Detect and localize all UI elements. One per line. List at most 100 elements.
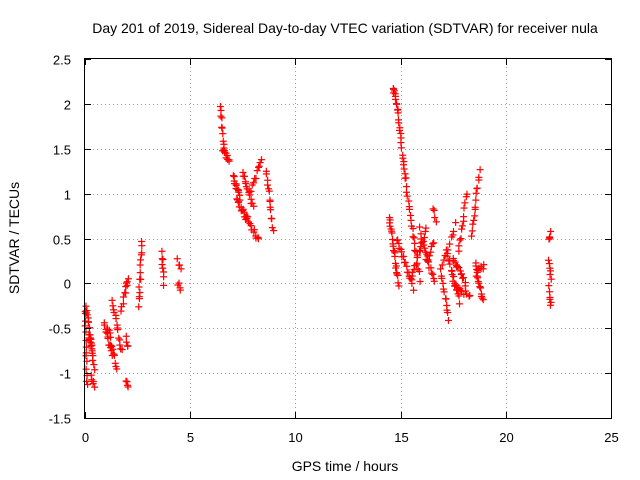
x-tick-label: 0 xyxy=(82,430,89,445)
data-point xyxy=(401,259,409,267)
y-tick-label: 2 xyxy=(64,98,71,113)
data-point xyxy=(472,189,480,197)
data-point xyxy=(455,292,463,300)
data-point xyxy=(392,95,400,103)
data-point xyxy=(463,190,471,198)
data-point xyxy=(392,264,400,272)
data-point xyxy=(411,239,419,247)
data-point xyxy=(268,215,276,223)
data-point xyxy=(458,225,466,233)
data-point xyxy=(395,126,403,134)
x-tick-label: 25 xyxy=(604,430,618,445)
data-point xyxy=(253,167,261,175)
data-point xyxy=(438,261,446,269)
data-point xyxy=(454,262,462,270)
y-tick-label: 1.5 xyxy=(53,143,71,158)
data-point xyxy=(475,279,483,287)
data-point xyxy=(416,278,424,286)
data-point xyxy=(160,281,168,289)
data-point xyxy=(444,309,452,317)
data-point xyxy=(122,279,130,287)
data-point xyxy=(422,224,430,232)
data-point xyxy=(393,270,401,278)
data-point xyxy=(176,286,184,294)
data-point xyxy=(394,109,402,117)
data-point xyxy=(546,234,554,242)
data-point xyxy=(410,286,418,294)
data-point xyxy=(158,261,166,269)
data-point xyxy=(123,278,131,286)
y-tick-label: 0 xyxy=(64,277,71,292)
data-point xyxy=(115,334,123,342)
data-point xyxy=(422,256,430,264)
data-point xyxy=(118,346,126,354)
data-point xyxy=(440,288,448,296)
data-point xyxy=(255,162,263,170)
data-point xyxy=(89,380,97,388)
data-point xyxy=(444,316,452,324)
data-point xyxy=(440,256,448,264)
data-point xyxy=(116,341,124,349)
data-point xyxy=(465,292,473,300)
data-point xyxy=(457,235,465,243)
y-tick-label: -1.5 xyxy=(49,412,71,427)
data-point xyxy=(430,206,438,214)
data-point xyxy=(469,220,477,228)
data-point xyxy=(124,275,132,283)
data-point xyxy=(108,296,116,304)
data-point xyxy=(160,273,168,281)
data-point xyxy=(417,235,425,243)
plot-frame xyxy=(84,58,612,419)
data-point xyxy=(428,269,436,277)
y-tick-label: -1 xyxy=(59,367,71,382)
data-point xyxy=(216,103,224,111)
data-point xyxy=(473,184,481,192)
data-point xyxy=(480,261,488,269)
data-point xyxy=(119,300,127,308)
data-point xyxy=(458,222,466,230)
data-point xyxy=(461,199,469,207)
data-point xyxy=(122,332,130,340)
chart-title: Day 201 of 2019, Sidereal Day-to-day VTE… xyxy=(92,20,598,36)
data-point xyxy=(456,300,464,308)
data-point xyxy=(104,325,112,333)
data-point xyxy=(124,342,132,350)
data-point xyxy=(111,359,119,367)
data-point xyxy=(136,269,144,277)
data-point xyxy=(459,274,467,282)
data-point xyxy=(405,205,413,213)
data-point xyxy=(158,247,166,255)
data-point xyxy=(457,270,465,278)
data-point xyxy=(241,172,249,180)
data-point xyxy=(455,242,463,250)
data-point xyxy=(451,258,459,266)
data-point xyxy=(138,237,146,245)
data-point xyxy=(415,267,423,275)
data-point xyxy=(413,251,421,259)
axis-ticks: 0 5 10 15 20 25 -1.5 -1 -0.5 0 0.5 1 1.5 2 2.5 xyxy=(49,53,619,446)
data-point xyxy=(394,271,402,279)
data-point xyxy=(429,270,437,278)
data-point xyxy=(462,287,470,295)
data-point xyxy=(476,283,484,291)
data-point xyxy=(175,261,183,269)
data-point xyxy=(100,321,108,329)
data-point xyxy=(468,232,476,240)
data-point xyxy=(400,252,408,260)
data-point xyxy=(547,275,555,283)
data-point xyxy=(429,205,437,213)
data-point xyxy=(250,226,258,234)
data-point xyxy=(90,361,98,369)
data-point xyxy=(84,318,92,326)
data-point xyxy=(413,261,421,269)
data-point xyxy=(225,157,233,165)
x-tick-label: 10 xyxy=(288,430,302,445)
data-point xyxy=(394,236,402,244)
data-point xyxy=(113,365,121,373)
data-point xyxy=(91,366,99,374)
data-point xyxy=(107,333,115,341)
data-point xyxy=(430,277,438,285)
y-tick-label: 1 xyxy=(64,188,71,203)
data-point xyxy=(109,345,117,353)
